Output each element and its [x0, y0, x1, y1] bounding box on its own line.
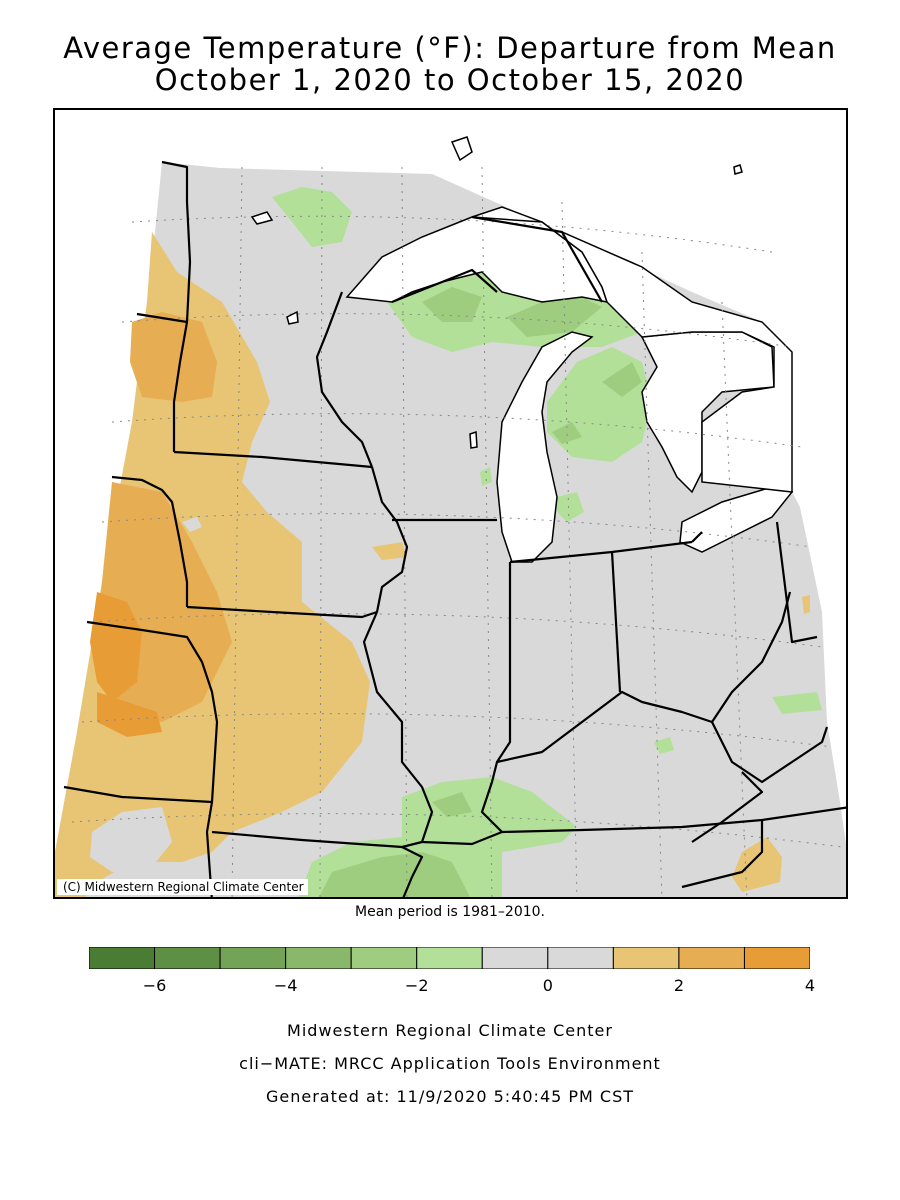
mean-period-note: Mean period is 1981–2010.	[355, 904, 545, 920]
legend-swatch	[285, 947, 352, 969]
near-normal-spot	[182, 517, 202, 532]
border-bootheel	[401, 846, 424, 897]
copyright-label: (C) Midwestern Regional Climate Center	[57, 879, 308, 895]
border-mi-up	[471, 215, 603, 303]
border-in-mi	[509, 540, 693, 564]
cool-region-michigan-core	[602, 362, 642, 397]
border-ky-east	[711, 721, 829, 784]
border-il-west	[362, 611, 434, 843]
legend-tick-label: 0	[542, 976, 553, 995]
state-borders	[63, 160, 846, 897]
color-legend	[89, 947, 810, 969]
warm-region-iowa	[372, 542, 407, 560]
legend-tick-label: 2	[673, 976, 684, 995]
border-mn-ia	[173, 450, 373, 469]
legend-swatch	[350, 947, 418, 969]
legend-swatch	[547, 947, 614, 969]
lake-erie	[679, 486, 794, 553]
warm-region-dakotas	[130, 312, 217, 402]
border-mo-south	[205, 801, 214, 897]
border-mo-ar	[211, 830, 423, 849]
border-ia-east	[370, 466, 409, 613]
border-mn-west	[161, 160, 192, 452]
border-tn-va	[681, 820, 764, 889]
border-wv	[691, 771, 764, 843]
legend-tick-label: 4	[804, 976, 816, 995]
border-ia-mo	[186, 605, 378, 619]
border-ne-ks	[86, 620, 219, 803]
cool-region-bootheel	[319, 852, 470, 897]
legend-swatch	[154, 947, 221, 969]
credit-organization: Midwestern Regional Climate Center	[287, 1021, 613, 1040]
cool-region-ohio-valley	[772, 692, 822, 714]
border-il-east	[480, 562, 512, 833]
map-panel: (C) Midwestern Regional Climate Center	[53, 108, 848, 899]
legend-swatch	[219, 947, 287, 969]
cool-region-up-core-2	[507, 297, 602, 337]
legend-tick-label: −6	[142, 976, 167, 995]
warm-region-core-2	[97, 692, 162, 737]
legend-tick-label: −2	[404, 976, 429, 995]
legend-tick-label: −4	[273, 976, 298, 995]
border-sd-ne	[111, 475, 189, 607]
legend-swatch	[89, 947, 156, 969]
border-mi-oh	[691, 531, 703, 543]
legend-tick-labels: −6 −4 −2 0 2 4	[0, 976, 900, 998]
cool-region-arrowhead	[272, 187, 352, 247]
warm-region-core	[90, 592, 142, 702]
great-lakes	[345, 206, 794, 563]
legend-swatch	[743, 947, 810, 969]
legend-swatch	[416, 947, 483, 969]
lake-michigan	[496, 331, 594, 563]
legend-swatch	[678, 947, 745, 969]
map-date-range: October 1, 2020 to October 15, 2020	[154, 63, 746, 97]
border-oh-east	[775, 521, 818, 644]
temperature-departure-map	[55, 136, 846, 897]
credit-generated: Generated at: 11/9/2020 5:40:45 PM CST	[265, 1087, 635, 1106]
border-wi-west	[315, 291, 374, 468]
legend-swatch	[481, 947, 549, 969]
warm-region-ohio-east	[802, 595, 810, 614]
warm-region-kentucky-east	[732, 837, 782, 892]
cool-region-up-core	[422, 287, 482, 322]
border-ar-tn	[421, 830, 503, 846]
cool-region-wi-spot	[480, 467, 492, 486]
border-ks-ok	[63, 785, 213, 804]
border-ky-tn	[501, 806, 846, 834]
cool-region-il-core	[432, 792, 472, 817]
near-normal-kansas	[90, 807, 172, 872]
islands	[250, 136, 743, 449]
border-ohio-river	[496, 591, 792, 764]
border-mi-wi-up	[391, 268, 498, 304]
cool-region-michigan-core-2	[552, 422, 582, 444]
graticule	[71, 166, 843, 897]
map-title: Average Temperature (°F): Departure from…	[63, 31, 837, 65]
credit-tool: cli−MATE: MRCC Application Tools Environ…	[239, 1054, 661, 1073]
cool-region-southwest-mi	[557, 492, 584, 522]
border-in-oh	[610, 551, 622, 693]
legend-swatch	[612, 947, 680, 969]
cool-region-kentucky	[654, 737, 674, 754]
canada-land	[471, 216, 793, 493]
border-nd-sd	[136, 312, 188, 324]
